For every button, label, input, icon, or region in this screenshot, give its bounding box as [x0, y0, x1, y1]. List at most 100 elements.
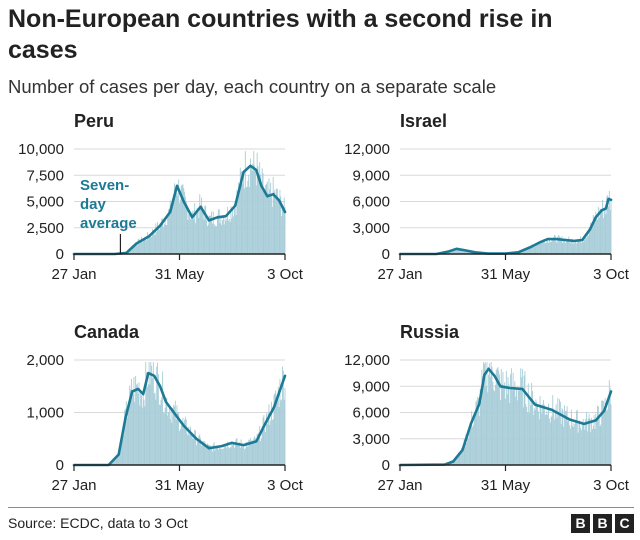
daily-bar: [250, 444, 252, 465]
daily-bar: [134, 402, 136, 465]
daily-bar: [138, 382, 140, 465]
daily-bar: [454, 459, 456, 465]
daily-bar: [189, 434, 191, 465]
daily-bar: [608, 190, 610, 254]
daily-bar: [125, 408, 126, 465]
daily-bar: [184, 191, 186, 254]
daily-bar: [570, 242, 571, 254]
daily-bar: [454, 248, 456, 254]
daily-bar: [194, 203, 196, 254]
daily-bar: [603, 208, 605, 254]
bbc-logo-letter: C: [615, 514, 634, 533]
daily-bar: [247, 180, 249, 254]
daily-bar: [144, 236, 146, 254]
daily-bar: [131, 393, 133, 465]
daily-bar: [597, 207, 599, 254]
daily-bar: [227, 441, 229, 465]
daily-bar: [558, 235, 560, 254]
daily-bar: [145, 362, 147, 465]
daily-bar: [495, 369, 497, 465]
daily-bar: [605, 405, 607, 465]
daily-bar: [546, 239, 548, 254]
daily-bar: [546, 410, 548, 465]
daily-bar: [593, 415, 595, 465]
daily-bar: [240, 439, 242, 465]
daily-bar: [559, 399, 560, 465]
daily-bar: [555, 241, 557, 254]
daily-bar: [231, 441, 233, 465]
daily-bar: [168, 405, 170, 465]
daily-bar: [514, 381, 516, 465]
daily-bar: [174, 192, 176, 254]
daily-bar: [190, 219, 191, 254]
daily-bar: [596, 418, 598, 465]
bbc-logo-letter: B: [593, 514, 612, 533]
daily-bar: [583, 240, 585, 254]
daily-bar: [249, 187, 251, 254]
daily-bar: [507, 377, 509, 465]
daily-bar: [130, 378, 132, 465]
daily-bar: [184, 416, 186, 465]
daily-bar: [168, 411, 169, 465]
daily-bar: [519, 388, 521, 465]
daily-bar: [179, 199, 181, 254]
daily-bar: [579, 239, 581, 254]
x-tick-label: 3 Oct: [267, 266, 304, 283]
daily-bar: [545, 414, 547, 465]
daily-bar: [496, 368, 498, 465]
daily-bar: [581, 430, 582, 465]
daily-bar: [147, 383, 149, 465]
daily-bar: [549, 242, 551, 254]
daily-bar: [602, 400, 604, 465]
daily-bar: [122, 425, 124, 465]
daily-bar: [163, 226, 164, 254]
daily-bar: [523, 249, 525, 254]
daily-bar: [458, 248, 460, 254]
daily-bar: [527, 248, 529, 254]
daily-bar: [277, 386, 279, 465]
daily-bar: [206, 443, 208, 465]
daily-bar: [467, 250, 468, 254]
daily-bar: [607, 409, 609, 465]
daily-bar: [554, 411, 556, 465]
daily-bar: [471, 410, 473, 465]
daily-bar: [179, 428, 181, 465]
daily-bar: [558, 412, 560, 465]
daily-bar: [559, 237, 561, 254]
daily-bar: [262, 417, 264, 465]
daily-bar: [521, 377, 522, 465]
daily-bar: [202, 210, 204, 254]
daily-bar: [526, 249, 528, 254]
daily-bar: [451, 249, 453, 254]
daily-bar: [580, 236, 582, 254]
annotation-text: average: [80, 215, 137, 232]
daily-bar: [142, 391, 144, 465]
daily-bar: [263, 191, 265, 254]
daily-bar: [588, 231, 590, 254]
daily-bar: [584, 429, 586, 465]
daily-bar: [575, 243, 577, 254]
daily-bar: [114, 458, 116, 465]
daily-bar: [557, 236, 559, 254]
daily-bar: [567, 421, 569, 465]
daily-bar: [125, 401, 127, 465]
daily-bar: [133, 377, 135, 465]
daily-bar: [132, 245, 134, 254]
daily-bar: [233, 447, 235, 465]
daily-bar: [252, 440, 254, 465]
daily-bar: [149, 384, 151, 465]
daily-bar: [591, 428, 593, 465]
daily-bar: [136, 384, 137, 465]
daily-bar: [465, 251, 467, 254]
daily-bar: [242, 183, 244, 254]
daily-bar: [173, 199, 175, 254]
daily-bar: [544, 242, 546, 254]
daily-bar: [530, 247, 532, 254]
daily-bar: [126, 417, 128, 465]
daily-bar: [182, 417, 184, 465]
daily-bar: [269, 424, 271, 465]
daily-bar: [196, 441, 198, 465]
daily-bar: [123, 434, 125, 465]
daily-bar: [175, 419, 177, 465]
